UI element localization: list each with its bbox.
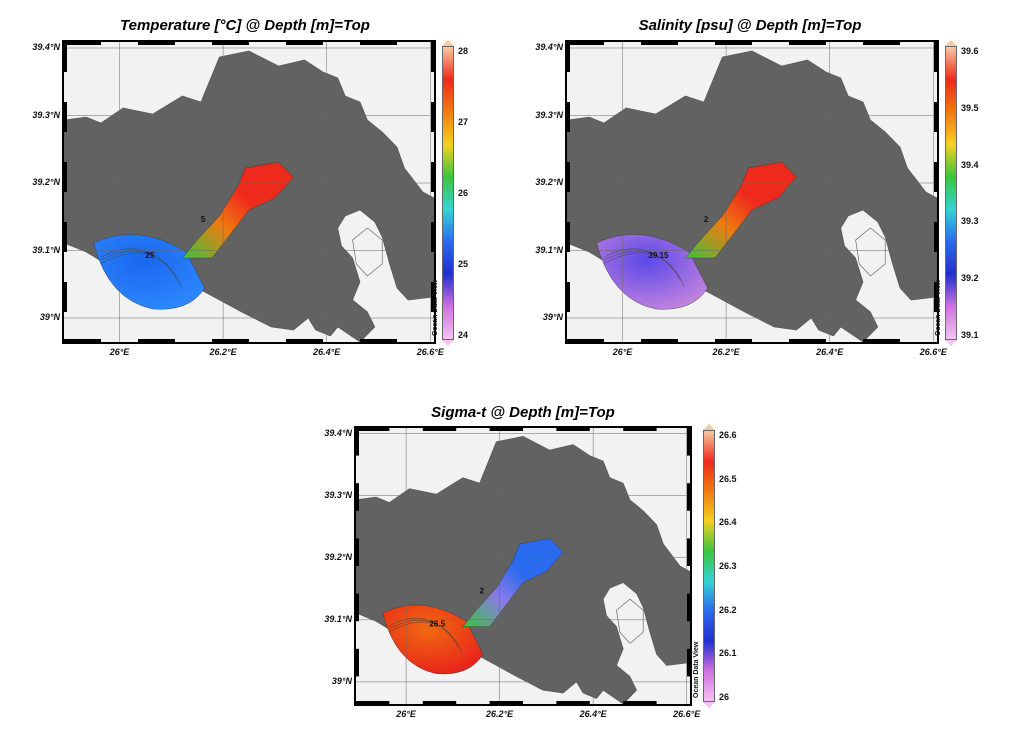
colorbar-underflow-bottom xyxy=(703,702,715,708)
colorbar-tick-label: 27 xyxy=(458,117,469,127)
colorbar-tick-label: 26 xyxy=(458,188,469,198)
colorbar-tick-label: 26 xyxy=(719,692,730,702)
colorbar-tick-label: 39.4 xyxy=(961,159,979,170)
inlet xyxy=(855,227,886,277)
colorbar-tick-label: 25 xyxy=(458,259,469,269)
gulf-outer-field xyxy=(382,604,484,675)
map-canvas: 26.52 xyxy=(356,428,690,704)
colorbar-tick-label: 39.1 xyxy=(961,330,979,340)
map-frame: 25 5 xyxy=(62,40,436,344)
gulf-outer-field xyxy=(596,234,708,310)
gulf-inner-field xyxy=(684,161,797,259)
colorbar-overflow-top xyxy=(945,40,957,46)
colorbar-underflow-bottom xyxy=(442,340,454,346)
colorbar-tick-label: 39.3 xyxy=(961,216,979,227)
colorbar-tick-label: 26.1 xyxy=(719,648,737,659)
lon-tick-label: 26.4°E xyxy=(313,347,341,357)
gulf-inner-field xyxy=(462,538,564,627)
contour-line xyxy=(100,248,175,275)
inlet xyxy=(616,598,644,644)
lat-tick-label: 39.4°N xyxy=(535,42,563,52)
colorbar-tick-label: 26.3 xyxy=(719,561,737,571)
colorbar-tick-label: 26.5 xyxy=(719,473,737,484)
lon-tick-label: 26.2°E xyxy=(209,347,237,357)
colorbar-tick-label: 39.2 xyxy=(961,273,979,284)
lat-tick-label: 39°N xyxy=(39,312,60,322)
inlet xyxy=(352,227,383,277)
colorbar-tick-label: 24 xyxy=(458,330,469,340)
map-canvas: 25 5 xyxy=(64,42,434,342)
lat-tick-label: 39.1°N xyxy=(32,244,60,255)
contour-label: 2 xyxy=(480,587,485,596)
colorbar xyxy=(442,46,454,340)
map-frame: 39.15 2 xyxy=(565,40,939,344)
lat-tick-label: 39.4°N xyxy=(32,42,60,52)
colorbar-tick-label: 28 xyxy=(458,46,469,56)
map-frame: 26.5 2 xyxy=(354,426,692,706)
colorbar-underflow-bottom xyxy=(945,340,957,346)
contour-line xyxy=(603,252,685,287)
colorbar-tick-label: 39.5 xyxy=(961,102,979,113)
gulf-inner-field xyxy=(181,161,294,259)
lat-tick-label: 39.2°N xyxy=(535,177,563,187)
map-canvas: 39.15 2 xyxy=(567,42,937,342)
contour-line xyxy=(603,250,681,281)
odv-credit: Ocean Data View xyxy=(935,279,942,336)
contour-label: 25 xyxy=(145,251,154,260)
colorbar-overflow-top xyxy=(442,40,454,46)
panel-title: Sigma-t @ Depth [m]=Top xyxy=(431,404,615,421)
lat-tick-label: 39°N xyxy=(542,312,563,322)
lat-tick-label: 39.1°N xyxy=(324,613,352,624)
colorbar xyxy=(703,430,715,702)
colorbar-tick-label: 26.4 xyxy=(719,517,737,528)
lon-tick-label: 26.2°E xyxy=(486,709,514,719)
colorbar xyxy=(945,46,957,340)
lon-tick-label: 26°E xyxy=(612,347,633,357)
colorbar-tick-label: 26.2 xyxy=(719,604,737,615)
lon-tick-label: 26.6°E xyxy=(673,709,701,719)
contour-line xyxy=(389,621,463,654)
lon-tick-label: 26.2°E xyxy=(712,347,740,357)
contour-line xyxy=(100,250,178,281)
lon-tick-label: 26.6°E xyxy=(919,347,947,357)
odv-credit: Ocean Data View xyxy=(693,641,700,698)
odv-credit: Ocean Data View xyxy=(432,279,439,336)
gulf-outer-field xyxy=(93,234,205,310)
lat-tick-label: 39.2°N xyxy=(324,551,352,562)
contour-label: 39.15 xyxy=(648,251,669,260)
lon-tick-label: 26°E xyxy=(396,709,416,719)
lat-tick-label: 39.3°N xyxy=(32,109,60,120)
lat-tick-label: 39°N xyxy=(331,675,352,686)
contour-label: 26.5 xyxy=(429,620,445,629)
lon-tick-label: 26.4°E xyxy=(816,347,844,357)
colorbar-tick-label: 39.6 xyxy=(961,46,979,56)
contour-line xyxy=(603,248,678,275)
colorbar-tick-label: 26.6 xyxy=(719,430,737,440)
lon-tick-label: 26.6°E xyxy=(416,347,444,357)
contour-label: 2 xyxy=(704,215,709,224)
panel-title: Salinity [psu] @ Depth [m]=Top xyxy=(638,17,862,34)
lat-tick-label: 39.3°N xyxy=(535,109,563,120)
lat-tick-label: 39.2°N xyxy=(32,177,60,187)
colorbar-overflow-top xyxy=(703,424,715,430)
panel-title: Temperature [°C] @ Depth [m]=Top xyxy=(120,17,370,34)
contour-line xyxy=(389,619,459,648)
lat-tick-label: 39.4°N xyxy=(324,427,352,438)
lon-tick-label: 26°E xyxy=(109,347,130,357)
lat-tick-label: 39.3°N xyxy=(324,489,352,500)
lat-tick-label: 39.1°N xyxy=(535,244,563,255)
contour-label: 5 xyxy=(201,215,206,224)
lon-tick-label: 26.4°E xyxy=(579,709,607,719)
contour-line xyxy=(100,252,182,287)
